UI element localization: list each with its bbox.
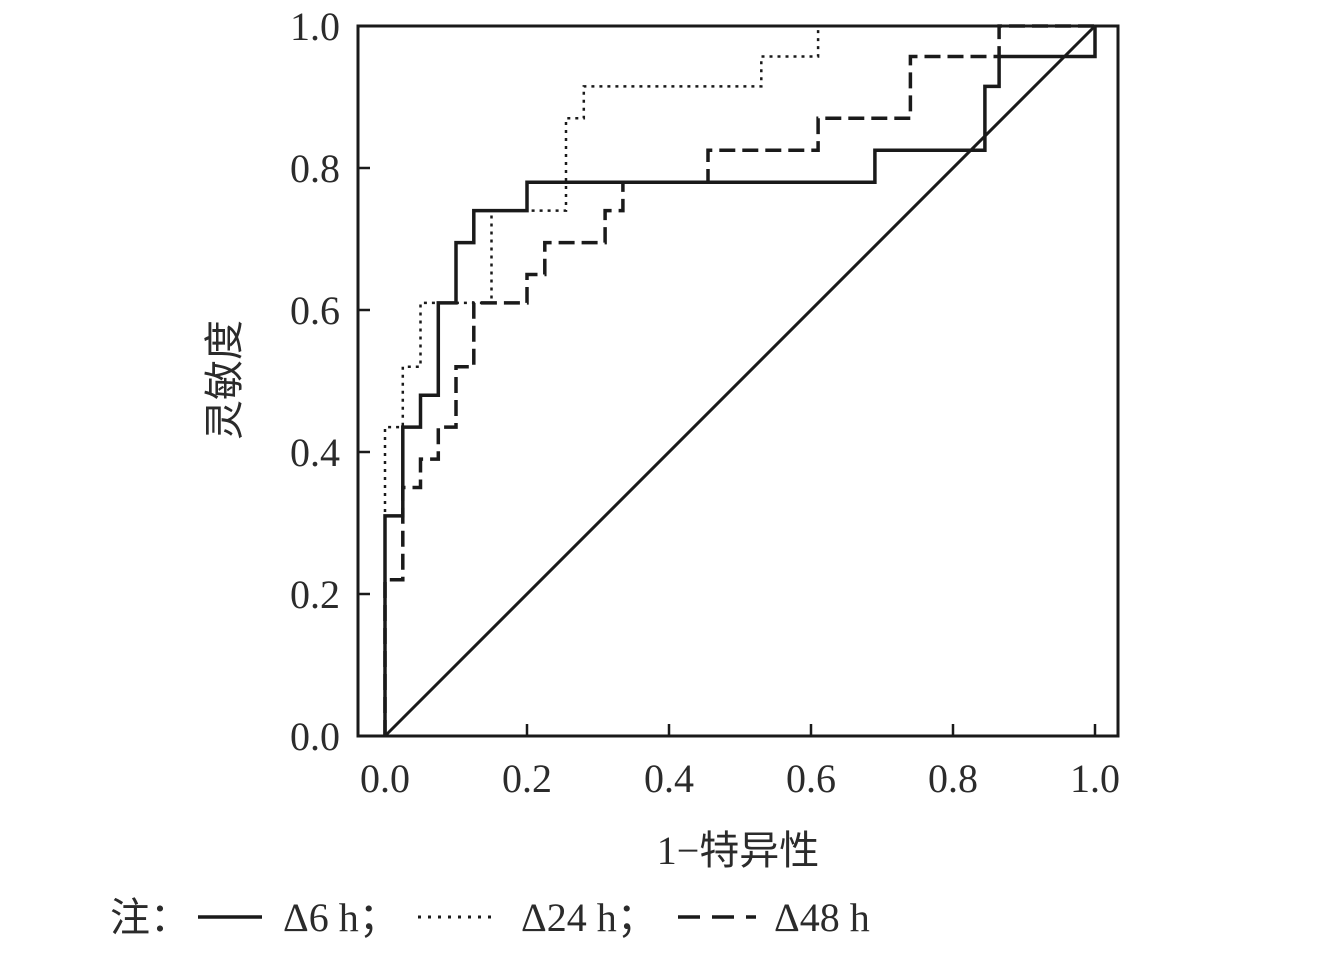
roc-curve-dashed (383, 24, 1095, 736)
plot-frame (356, 24, 1120, 738)
y-axis-label: 灵敏度 (202, 320, 247, 440)
x-tick-label-0: 0.0 (360, 756, 410, 801)
x-axis-label: 1−特异性 (657, 828, 820, 873)
y-tick-label-4: 0.8 (290, 146, 340, 191)
x-tick-label-5: 1.0 (1070, 756, 1120, 801)
legend-label-24h: Δ24 h； (521, 895, 657, 940)
y-tick-label-3: 0.6 (290, 288, 340, 333)
x-tick-label-4: 0.8 (928, 756, 978, 801)
x-axis: 0.0 0.2 0.4 0.6 0.8 1.0 (360, 724, 1120, 801)
y-tick-label-0: 0.0 (290, 714, 340, 759)
reference-diagonal-line (383, 24, 1097, 738)
x-tick-label-2: 0.4 (644, 756, 694, 801)
roc-curve-solid (383, 26, 1097, 736)
note-prefix: 注： (110, 895, 190, 940)
legend-label-48h: Δ48 h (774, 895, 870, 940)
series-layer (383, 24, 1097, 738)
x-tick-label-1: 0.2 (502, 756, 552, 801)
legend-label-6h: Δ6 h； (283, 895, 399, 940)
plot-area (356, 24, 1120, 738)
legend-note: 注： Δ6 h； Δ24 h； Δ48 h (110, 895, 870, 940)
y-tick-label-2: 0.4 (290, 430, 340, 475)
x-tick-label-3: 0.6 (786, 756, 836, 801)
y-tick-label-1: 0.2 (290, 572, 340, 617)
y-tick-label-5: 1.0 (290, 4, 340, 49)
y-axis: 0.0 0.2 0.4 0.6 0.8 1.0 (290, 4, 370, 759)
roc-curve-dotted (383, 24, 1095, 736)
